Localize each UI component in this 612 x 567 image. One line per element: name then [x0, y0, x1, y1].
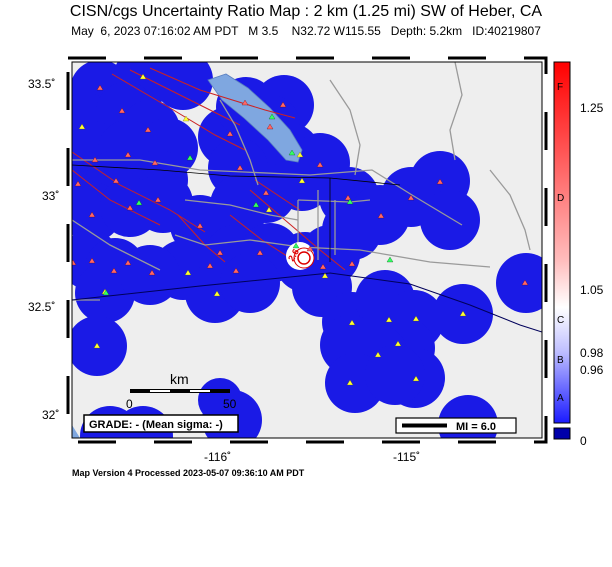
colorbar-grade-letter: B: [557, 355, 564, 366]
scale-bar: km 0 50: [126, 371, 237, 411]
colorbar-value: 0.96: [580, 363, 604, 377]
scale-bar-start: 0: [126, 397, 133, 411]
grade-box: GRADE: - (Mean sigma: -): [83, 414, 239, 433]
county-lines: [72, 164, 401, 262]
y-tick-label: 32.5˚: [28, 300, 55, 314]
colorbar-value: 1.25: [580, 101, 604, 115]
x-tick-label: -116˚: [204, 450, 231, 464]
colorbar-grade-letter: A: [557, 393, 564, 404]
map-subtitle: May 6, 2023 07:16:02 AM PDT M 3.5 N32.72…: [71, 24, 541, 38]
strong-motion-stations: [72, 84, 529, 286]
y-tick-label: 32˚: [42, 408, 59, 422]
colorbar-grade-letter: F: [557, 82, 563, 93]
x-tick-label: -115˚: [393, 450, 420, 464]
map-title: CISN/cgs Uncertainty Ratio Map : 2 km (1…: [69, 3, 543, 20]
colorbar-grade-letter: D: [557, 193, 564, 204]
uncertainty-colorbar: F D C B A 1.25 1.05 0.98 0.96 0: [553, 61, 604, 448]
epicenter-marker[interactable]: 2.6: [286, 242, 315, 270]
mi-legend: MI = 6.0: [395, 417, 517, 434]
broadband-stations: [102, 113, 394, 296]
mi-legend-text: MI = 6.0: [456, 421, 496, 433]
map-frame: [66, 56, 548, 444]
scale-bar-unit: km: [170, 371, 189, 387]
y-tick-label: 33.5˚: [28, 77, 55, 91]
colorbar-grade-letter: C: [557, 315, 564, 326]
colorbar-value: 1.05: [580, 283, 604, 297]
map-footer: Map Version 4 Processed 2023-05-07 09:36…: [72, 468, 305, 478]
grade-text: GRADE: - (Mean sigma: -): [89, 419, 223, 431]
colorbar-value: 0.98: [580, 346, 604, 360]
colorbar-value: 0: [580, 434, 587, 448]
scale-bar-end: 50: [223, 397, 237, 411]
ocean-edge: [72, 425, 80, 438]
y-tick-label: 33˚: [42, 189, 59, 203]
international-border: [72, 272, 542, 333]
